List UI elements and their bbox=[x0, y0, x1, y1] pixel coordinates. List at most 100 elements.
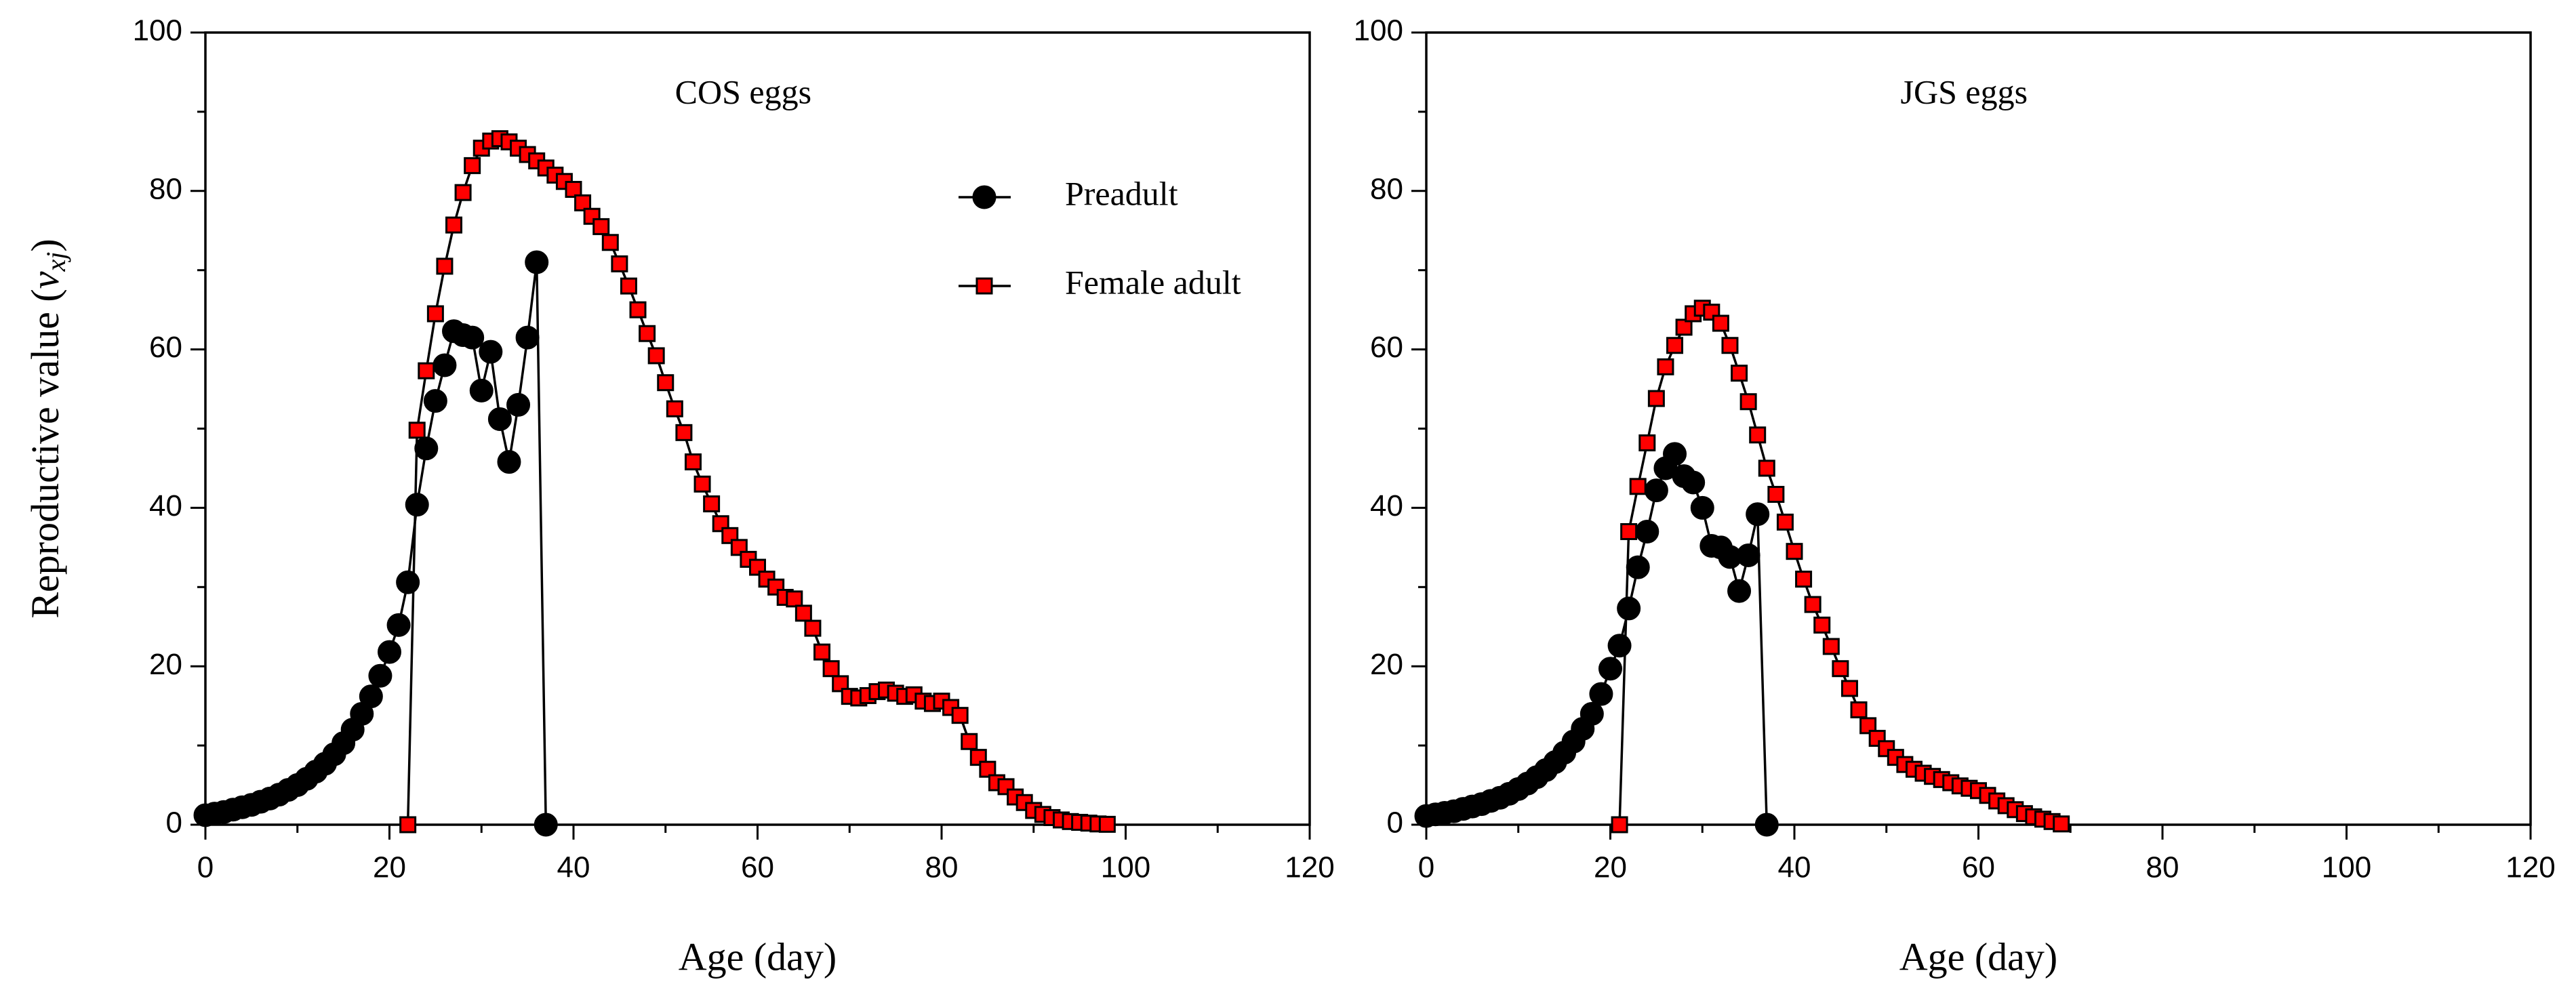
x-tick-label: 60 bbox=[1962, 851, 1995, 884]
point bbox=[620, 277, 637, 295]
point bbox=[1675, 318, 1693, 336]
y-tick-label: 100 bbox=[1354, 14, 1403, 47]
y-tick-label: 40 bbox=[149, 489, 182, 522]
point bbox=[1746, 502, 1770, 527]
point bbox=[487, 407, 512, 431]
point bbox=[1579, 701, 1604, 726]
y-tick-label: 0 bbox=[166, 806, 182, 840]
y-axis-label: Reproductive value (vxj) bbox=[23, 239, 71, 618]
point bbox=[1859, 717, 1877, 735]
legend-label: Preadult bbox=[1065, 174, 1178, 212]
point bbox=[1589, 682, 1613, 706]
point bbox=[464, 157, 481, 174]
point bbox=[1635, 519, 1659, 543]
point bbox=[399, 816, 417, 834]
point bbox=[408, 422, 426, 439]
point bbox=[1736, 543, 1760, 568]
point bbox=[506, 392, 531, 417]
y-tick-label: 60 bbox=[149, 331, 182, 364]
point bbox=[1617, 596, 1641, 621]
legend-label: Female adult bbox=[1065, 263, 1241, 301]
point bbox=[1611, 816, 1628, 834]
point bbox=[368, 663, 393, 688]
point bbox=[1832, 660, 1849, 678]
point bbox=[460, 325, 485, 350]
point bbox=[1666, 337, 1684, 354]
annotation: JGS eggs bbox=[1901, 73, 2028, 110]
x-tick-label: 80 bbox=[925, 851, 959, 884]
point bbox=[1786, 543, 1803, 560]
point bbox=[1721, 337, 1739, 354]
y-label-close: ) bbox=[23, 239, 67, 251]
y-tick-label: 100 bbox=[133, 14, 182, 47]
point bbox=[786, 590, 803, 608]
point bbox=[611, 255, 628, 272]
point bbox=[515, 325, 540, 350]
point bbox=[386, 613, 411, 637]
point bbox=[703, 495, 721, 513]
point bbox=[1626, 555, 1650, 579]
point bbox=[804, 619, 822, 637]
point bbox=[1795, 571, 1813, 588]
point bbox=[454, 184, 472, 201]
y-label-sub: xj bbox=[41, 252, 71, 272]
annotation: COS eggs bbox=[675, 73, 811, 110]
point bbox=[813, 643, 831, 661]
x-tick-label: 20 bbox=[1594, 851, 1627, 884]
point bbox=[1813, 616, 1831, 634]
point bbox=[378, 640, 401, 664]
point bbox=[479, 340, 503, 364]
x-axis-label: Age (day) bbox=[1899, 934, 2058, 979]
x-tick-label: 40 bbox=[1778, 851, 1811, 884]
point bbox=[1663, 442, 1687, 466]
point bbox=[1644, 478, 1668, 503]
point bbox=[1739, 393, 1757, 411]
point bbox=[657, 374, 675, 392]
point bbox=[1776, 513, 1794, 531]
point bbox=[592, 218, 610, 235]
y-tick-label: 40 bbox=[1370, 489, 1403, 522]
y-tick-label: 60 bbox=[1370, 331, 1403, 364]
point bbox=[1758, 459, 1775, 477]
point bbox=[647, 347, 665, 365]
point bbox=[1098, 815, 1116, 833]
point bbox=[1647, 390, 1665, 407]
point bbox=[1681, 470, 1706, 495]
point bbox=[1754, 813, 1779, 837]
point bbox=[1638, 434, 1656, 452]
point bbox=[1731, 365, 1748, 382]
x-tick-label: 100 bbox=[2322, 851, 2371, 884]
point bbox=[693, 475, 711, 493]
point bbox=[822, 660, 840, 678]
point bbox=[1804, 596, 1822, 613]
point bbox=[951, 707, 969, 724]
x-tick-label: 120 bbox=[2505, 851, 2555, 884]
x-tick-label: 60 bbox=[741, 851, 774, 884]
point bbox=[418, 362, 435, 379]
y-tick-label: 80 bbox=[149, 172, 182, 205]
point bbox=[629, 301, 647, 318]
point bbox=[414, 436, 439, 461]
point bbox=[1840, 680, 1858, 697]
point bbox=[359, 684, 383, 709]
y-label-var: v bbox=[23, 271, 67, 289]
x-tick-label: 100 bbox=[1101, 851, 1150, 884]
point bbox=[832, 675, 849, 693]
point bbox=[565, 180, 582, 198]
y-tick-label: 80 bbox=[1370, 172, 1403, 205]
point bbox=[1767, 486, 1785, 504]
point bbox=[534, 813, 558, 837]
series-line bbox=[406, 137, 1108, 826]
point bbox=[436, 258, 454, 275]
point bbox=[1629, 478, 1647, 495]
legend-marker bbox=[972, 185, 997, 209]
x-tick-label: 0 bbox=[1418, 851, 1434, 884]
x-tick-label: 120 bbox=[1285, 851, 1334, 884]
point bbox=[666, 400, 683, 417]
point bbox=[639, 325, 656, 342]
point bbox=[601, 234, 619, 251]
x-axis-label: Age (day) bbox=[679, 934, 837, 979]
point bbox=[961, 733, 978, 750]
point bbox=[1607, 634, 1632, 658]
